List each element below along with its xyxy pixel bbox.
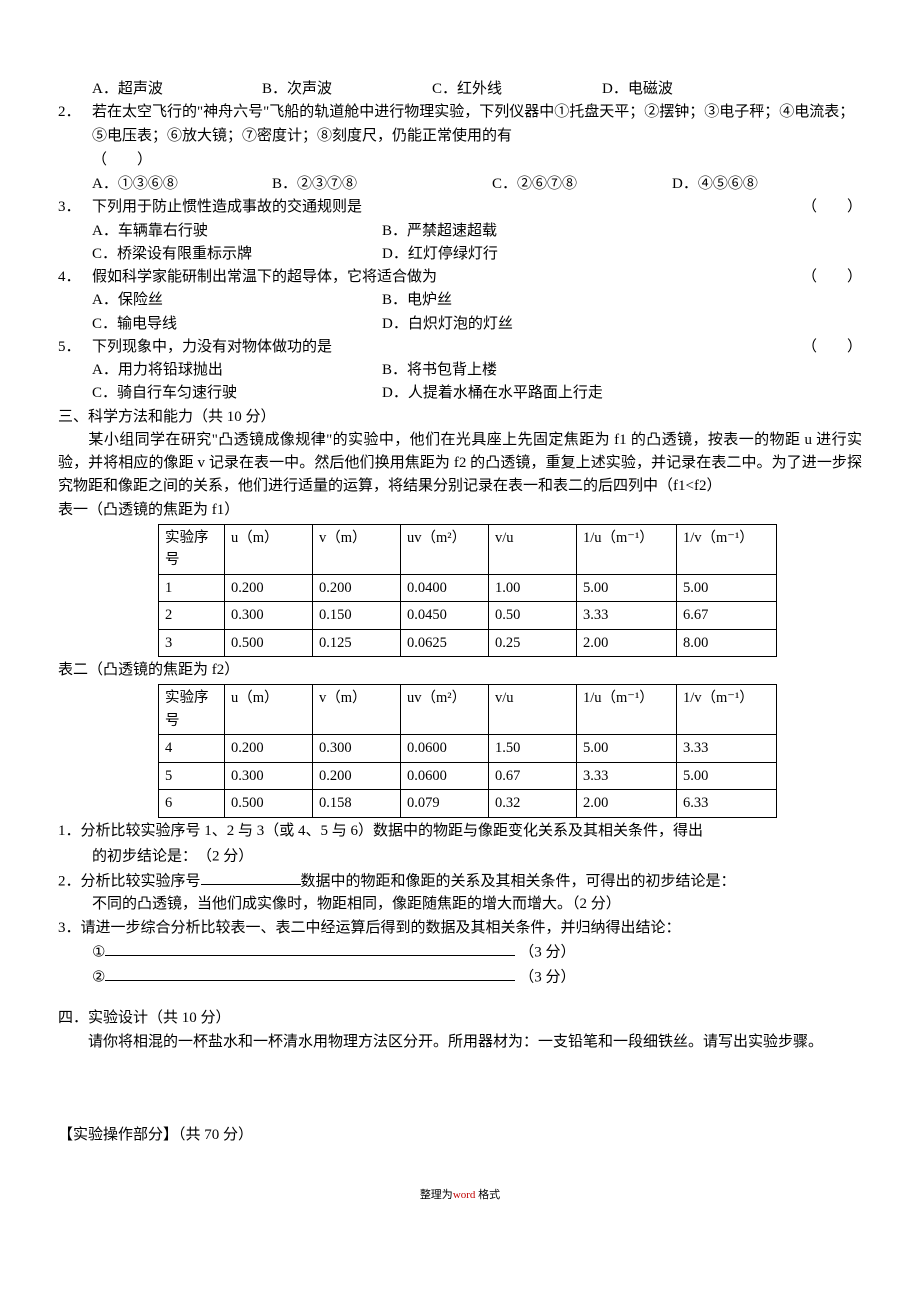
q1-opt-d: D．电磁波 bbox=[602, 78, 772, 101]
th-u: u（m） bbox=[225, 685, 313, 735]
q4-opt-a: A．保险丝 bbox=[92, 289, 382, 312]
sub3-score2: （3 分） bbox=[519, 969, 575, 985]
footer: 整理为word 格式 bbox=[58, 1187, 862, 1204]
page: A．超声波 B．次声波 C．红外线 D．电磁波 2． 若在太空飞行的"神舟六号"… bbox=[0, 0, 920, 1244]
blank-fill[interactable] bbox=[105, 940, 515, 957]
th-v: v（m） bbox=[313, 524, 401, 574]
sub3-a: 3．请进一步综合分析比较表一、表二中经运算后得到的数据及其相关条件，并归纳得出结… bbox=[58, 917, 862, 940]
sub1-score: （2 分） bbox=[197, 848, 253, 864]
th-uv: uv（m²） bbox=[401, 685, 489, 735]
th-vu: v/u bbox=[489, 685, 577, 735]
th-seq: 实验序号 bbox=[159, 524, 225, 574]
table-row: 2 0.300 0.150 0.0450 0.50 3.33 6.67 bbox=[159, 602, 777, 629]
table2: 实验序号 u（m） v（m） uv（m²） v/u 1/u（m⁻¹） 1/v（m… bbox=[158, 684, 777, 817]
sub1-label: 的初步结论是： bbox=[92, 848, 197, 864]
th-1v: 1/v（m⁻¹） bbox=[677, 524, 777, 574]
q1-opt-b: B．次声波 bbox=[262, 78, 432, 101]
q5-options-row1: A．用力将铅球抛出 B．将书包背上楼 bbox=[58, 359, 862, 382]
q2-opt-c: C．②⑥⑦⑧ bbox=[492, 173, 672, 196]
q2-text: 若在太空飞行的"神舟六号"飞船的轨道舱中进行物理实验，下列仪器中①托盘天平；②摆… bbox=[92, 101, 862, 148]
q3-options-row1: A．车辆靠右行驶 B．严禁超速超载 bbox=[58, 220, 862, 243]
q2-opt-b: B．②③⑦⑧ bbox=[272, 173, 492, 196]
q4-opt-d: D．白炽灯泡的灯丝 bbox=[382, 313, 513, 336]
q3-options-row2: C．桥梁设有限重标示牌 D．红灯停绿灯行 bbox=[58, 243, 862, 266]
table2-caption: 表二（凸透镜的焦距为 f2） bbox=[58, 659, 862, 682]
sec3-heading: 三、科学方法和能力（共 10 分） bbox=[58, 406, 862, 429]
q2-opt-a: A．①③⑥⑧ bbox=[92, 173, 272, 196]
table-row: 3 0.500 0.125 0.0625 0.25 2.00 8.00 bbox=[159, 629, 777, 656]
sub3-2: ② bbox=[92, 969, 105, 985]
q2-paren: （ ） bbox=[58, 149, 862, 172]
q2: 2． 若在太空飞行的"神舟六号"飞船的轨道舱中进行物理实验，下列仪器中①托盘天平… bbox=[58, 101, 862, 172]
th-seq: 实验序号 bbox=[159, 685, 225, 735]
th-uv: uv（m²） bbox=[401, 524, 489, 574]
sec4-para: 请你将相混的一杯盐水和一杯清水用物理方法区分开。所用器材为：一支铅笔和一段细铁丝… bbox=[58, 1031, 862, 1054]
table-row: 4 0.200 0.300 0.0600 1.50 5.00 3.33 bbox=[159, 735, 777, 762]
table1-caption: 表一（凸透镜的焦距为 f1） bbox=[58, 499, 862, 522]
sub2-c: 不同的凸透镜，当他们成实像时，物距相同，像距随焦距的增大而增大。（2 分） bbox=[58, 893, 862, 916]
q4-text: 假如科学家能研制出常温下的超导体，它将适合做为 bbox=[92, 266, 772, 289]
q5-text: 下列现象中，力没有对物体做功的是 bbox=[92, 336, 772, 359]
q3-opt-b: B．严禁超速超载 bbox=[382, 220, 497, 243]
table-row: 6 0.500 0.158 0.079 0.32 2.00 6.33 bbox=[159, 790, 777, 817]
q1-options: A．超声波 B．次声波 C．红外线 D．电磁波 bbox=[58, 78, 862, 101]
sub2-b: 数据中的物距和像距的关系及其相关条件，可得出的初步结论是： bbox=[301, 873, 736, 889]
q2-opt-d: D．④⑤⑥⑧ bbox=[672, 173, 822, 196]
blank-fill[interactable] bbox=[105, 965, 515, 982]
sub3-score1: （3 分） bbox=[519, 944, 575, 960]
q5-paren: （ ） bbox=[772, 336, 862, 359]
th-vu: v/u bbox=[489, 524, 577, 574]
q3-num: 3． bbox=[58, 196, 92, 219]
table1: 实验序号 u（m） v（m） uv（m²） v/u 1/u（m⁻¹） 1/v（m… bbox=[158, 524, 777, 657]
q4-options-row1: A．保险丝 B．电炉丝 bbox=[58, 289, 862, 312]
q2-num: 2． bbox=[58, 101, 92, 148]
q1-opt-a: A．超声波 bbox=[92, 78, 262, 101]
blank-fill[interactable] bbox=[201, 869, 301, 886]
th-1v: 1/v（m⁻¹） bbox=[677, 685, 777, 735]
table-row: 5 0.300 0.200 0.0600 0.67 3.33 5.00 bbox=[159, 762, 777, 789]
table1-header-row: 实验序号 u（m） v（m） uv（m²） v/u 1/u（m⁻¹） 1/v（m… bbox=[159, 524, 777, 574]
q5-options-row2: C．骑自行车匀速行驶 D．人提着水桶在水平路面上行走 bbox=[58, 382, 862, 405]
footer-a: 整理为 bbox=[420, 1189, 453, 1201]
th-u: u（m） bbox=[225, 524, 313, 574]
q3-opt-a: A．车辆靠右行驶 bbox=[92, 220, 382, 243]
q3: 3． 下列用于防止惯性造成事故的交通规则是 （ ） bbox=[58, 196, 862, 219]
q4-opt-c: C．输电导线 bbox=[92, 313, 382, 336]
q5-num: 5． bbox=[58, 336, 92, 359]
table2-header-row: 实验序号 u（m） v（m） uv（m²） v/u 1/u（m⁻¹） 1/v（m… bbox=[159, 685, 777, 735]
footer-c: 格式 bbox=[475, 1189, 500, 1201]
sec5-heading: 【实验操作部分】（共 70 分） bbox=[58, 1124, 862, 1147]
q4-options-row2: C．输电导线 D．白炽灯泡的灯丝 bbox=[58, 313, 862, 336]
q2-options: A．①③⑥⑧ B．②③⑦⑧ C．②⑥⑦⑧ D．④⑤⑥⑧ bbox=[58, 173, 862, 196]
q3-paren: （ ） bbox=[772, 196, 862, 219]
sec3-sub3: 3．请进一步综合分析比较表一、表二中经运算后得到的数据及其相关条件，并归纳得出结… bbox=[58, 917, 862, 990]
sec3-sub2: 2．分析比较实验序号数据中的物距和像距的关系及其相关条件，可得出的初步结论是： … bbox=[58, 869, 862, 917]
q4: 4． 假如科学家能研制出常温下的超导体，它将适合做为 （ ） bbox=[58, 266, 862, 289]
q5: 5． 下列现象中，力没有对物体做功的是 （ ） bbox=[58, 336, 862, 359]
table-row: 1 0.200 0.200 0.0400 1.00 5.00 5.00 bbox=[159, 574, 777, 601]
th-1u: 1/u（m⁻¹） bbox=[577, 685, 677, 735]
q5-opt-a: A．用力将铅球抛出 bbox=[92, 359, 382, 382]
sub2-a: 2．分析比较实验序号 bbox=[58, 873, 201, 889]
q4-opt-b: B．电炉丝 bbox=[382, 289, 452, 312]
sec3-sub1: 1．分析比较实验序号 1、2 与 3（或 4、5 与 6）数据中的物距与像距变化… bbox=[58, 820, 862, 869]
footer-b: word bbox=[453, 1189, 476, 1201]
q3-opt-d: D．红灯停绿灯行 bbox=[382, 243, 498, 266]
q5-opt-b: B．将书包背上楼 bbox=[382, 359, 497, 382]
q3-text: 下列用于防止惯性造成事故的交通规则是 bbox=[92, 196, 772, 219]
q4-paren: （ ） bbox=[772, 266, 862, 289]
q3-opt-c: C．桥梁设有限重标示牌 bbox=[92, 243, 382, 266]
sec3-para: 某小组同学在研究"凸透镜成像规律"的实验中，他们在光具座上先固定焦距为 f1 的… bbox=[58, 429, 862, 499]
q5-opt-d: D．人提着水桶在水平路面上行走 bbox=[382, 382, 603, 405]
q1-opt-c: C．红外线 bbox=[432, 78, 602, 101]
q4-num: 4． bbox=[58, 266, 92, 289]
sub3-1: ① bbox=[92, 944, 105, 960]
th-1u: 1/u（m⁻¹） bbox=[577, 524, 677, 574]
q5-opt-c: C．骑自行车匀速行驶 bbox=[92, 382, 382, 405]
th-v: v（m） bbox=[313, 685, 401, 735]
sec4-heading: 四．实验设计（共 10 分） bbox=[58, 1007, 862, 1030]
